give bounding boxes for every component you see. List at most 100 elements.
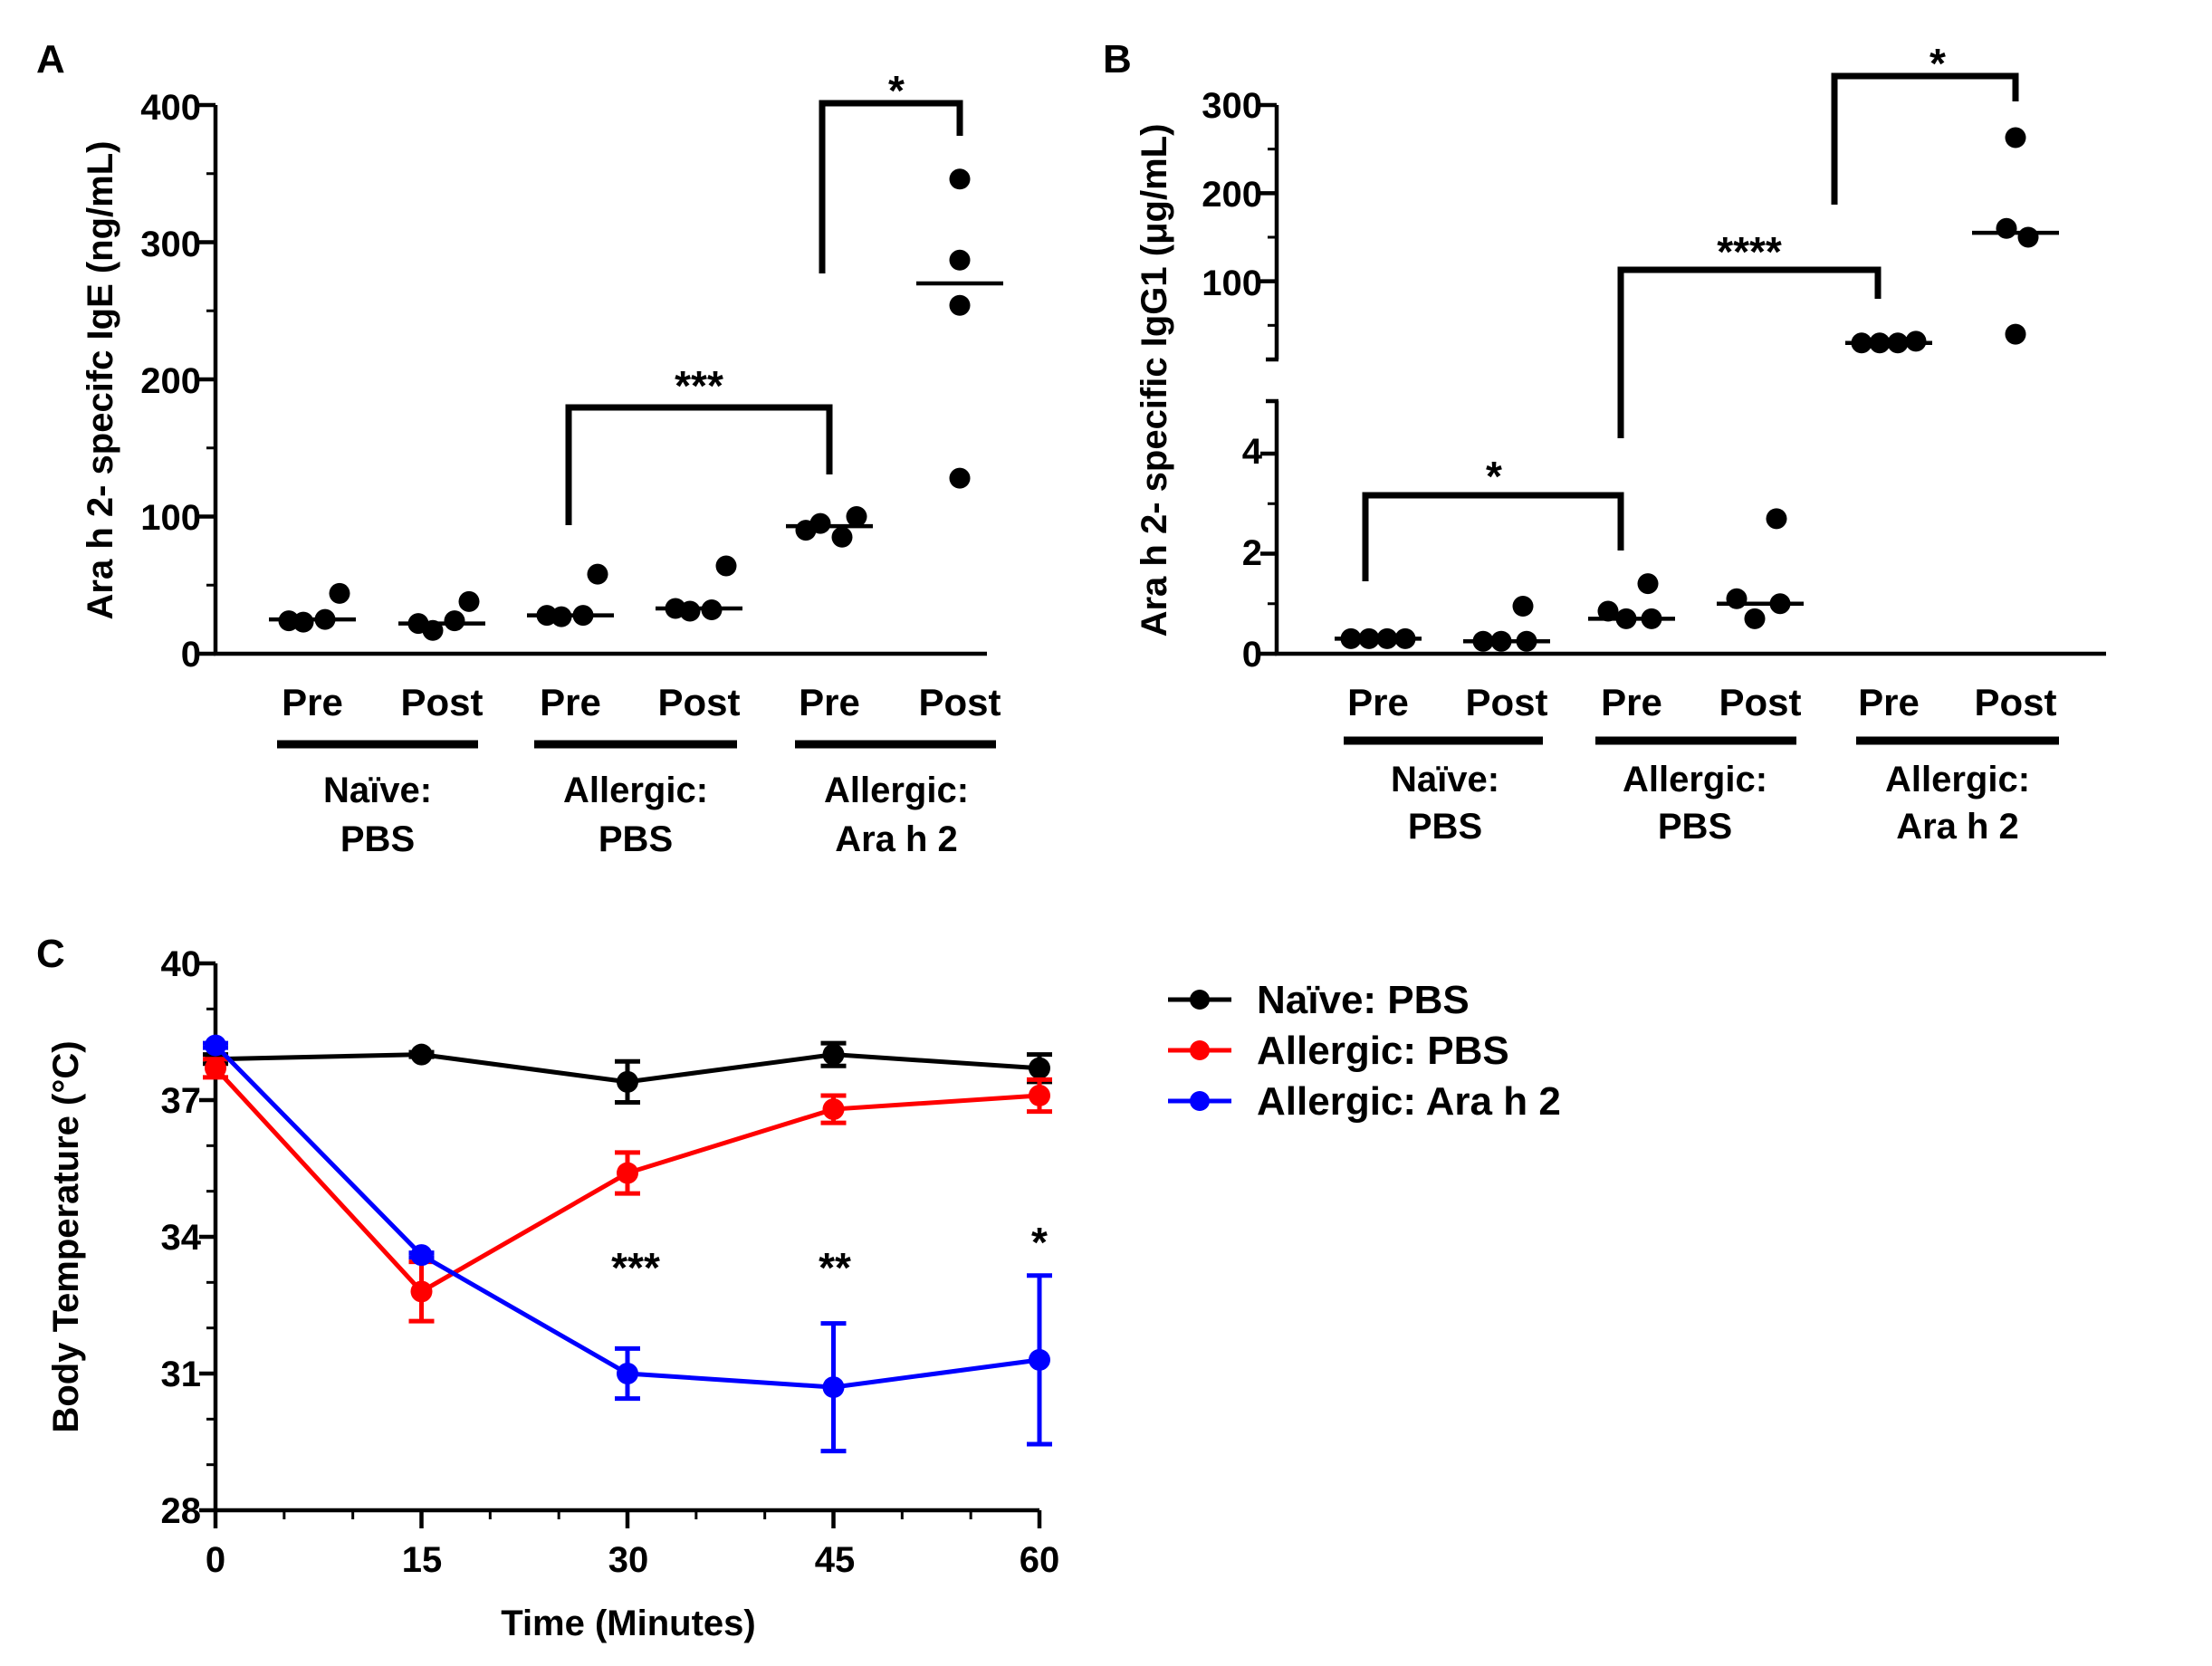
panel-a-cat-label: Pre (282, 681, 343, 723)
panel-b-ytick: 0 (1242, 635, 1262, 675)
panel-a-data-point (329, 582, 350, 604)
panel-b-data-point (1512, 596, 1534, 618)
panel-c-xtick: 60 (1020, 1540, 1060, 1580)
panel-c-y-label: Body Temperature (°C) (46, 1040, 86, 1432)
panel-c-data-point (617, 1162, 638, 1184)
panel-b-sig-bracket (1617, 266, 1882, 438)
panel-b-data-point (1490, 630, 1512, 652)
panel-b-data-point (2005, 323, 2026, 345)
panel-b-group-label: Ara h 2 (1896, 807, 2019, 847)
panel-a-data-point (679, 600, 701, 622)
panel-b-cat-label: Pre (1347, 681, 1409, 723)
panel-a-data-point (572, 605, 594, 627)
panel-b-cat-label: Pre (1601, 681, 1662, 723)
panel-a-data-point (587, 563, 608, 585)
panel-a-data-point (949, 294, 971, 316)
panel-c-ytick: 28 (161, 1491, 202, 1531)
panel-c-data-point (822, 1376, 845, 1399)
panel-a-data-point (551, 606, 572, 627)
panel-b-group-label: Naïve: (1391, 760, 1499, 799)
panel-a: A 0 100 200 300 400 Ara h 2- specifc IgE… (36, 37, 1003, 859)
panel-b-data-point (1766, 508, 1787, 530)
panel-b-sig-bracket (1362, 492, 1624, 581)
panel-b-data-point (2017, 226, 2039, 248)
legend-label: Allergic: PBS (1257, 1029, 1509, 1073)
panel-c-ytick: 34 (161, 1218, 202, 1258)
legend-label: Allergic: Ara h 2 (1257, 1079, 1561, 1124)
panel-b-data-point (1472, 630, 1494, 652)
panel-c-xtick: 45 (815, 1540, 856, 1580)
panel-b-ytick: 100 (1202, 263, 1262, 303)
panel-c-ytick: 31 (161, 1355, 202, 1394)
panel-c-data-point (1029, 1084, 1050, 1106)
panel-b-data-point (1726, 588, 1748, 609)
panel-a-data-point (846, 506, 867, 527)
panel-b-cat-label: Pre (1858, 681, 1920, 723)
panel-c-sig-label: ** (819, 1244, 851, 1291)
panel-a-data-point (949, 168, 971, 190)
panel-b-sig-label: **** (1717, 228, 1782, 275)
panel-b-y-label: Ara h 2- specific IgG1 (μg/mL) (1135, 124, 1174, 637)
panel-b-ytick: 2 (1242, 533, 1262, 573)
panel-b-ytick: 200 (1202, 175, 1262, 215)
panel-a-sig-bracket (819, 100, 963, 273)
panel-c-ytick: 37 (161, 1081, 202, 1121)
panel-b-data-point (1340, 627, 1362, 649)
panel-b-data-point (1905, 330, 1927, 352)
panel-a-sig-label: * (888, 67, 905, 114)
panel-b-sig-label: * (1486, 453, 1502, 500)
panel-c-letter: C (36, 932, 65, 976)
panel-a-group-label: PBS (340, 819, 415, 859)
panel-b-group-label: PBS (1658, 807, 1732, 847)
panel-b-sig-bracket (1831, 72, 2019, 205)
panel-a-data-point (949, 467, 971, 489)
panel-c-data-point (410, 1244, 433, 1267)
panel-c-ytick: 40 (161, 944, 202, 984)
panel-c-xtick: 30 (608, 1540, 649, 1580)
panel-a-group-label: Allergic: (563, 771, 708, 810)
panel-b-letter: B (1103, 37, 1132, 81)
panel-c: C 28 31 34 37 40 0 15 30 45 60 Time (Min… (36, 932, 1561, 1643)
panel-b-data-point (1394, 627, 1416, 649)
panel-a-group-label: PBS (598, 819, 673, 859)
panel-c-data-point (410, 1043, 433, 1066)
panel-a-group-label: Naïve: (323, 771, 432, 810)
panel-c-data-point (410, 1280, 433, 1303)
panel-a-group-label: Ara h 2 (835, 819, 958, 859)
panel-b-ytick: 4 (1242, 432, 1263, 472)
panel-b-cat-label: Post (1465, 681, 1547, 723)
panel-c-data-point (822, 1098, 845, 1121)
panel-c-xtick: 0 (206, 1540, 225, 1580)
panel-b-ytick: 300 (1202, 86, 1262, 126)
panel-a-ytick: 100 (140, 498, 201, 538)
panel-c-data-point (1029, 1057, 1050, 1079)
panel-a-letter: A (36, 37, 65, 81)
panel-b-data-point (1615, 608, 1637, 629)
panel-b-data-point (1376, 627, 1398, 649)
panel-c-data-point (205, 1057, 226, 1079)
panel-b-group-label: Allergic: (1885, 760, 2030, 799)
panel-b-group-label: PBS (1408, 807, 1482, 847)
panel-b-data-point (1597, 600, 1619, 622)
panel-b-sig-label: * (1930, 40, 1946, 87)
panel-c-xtick: 15 (402, 1540, 443, 1580)
panel-a-ytick: 200 (140, 361, 201, 401)
panel-b-data-point (1637, 573, 1659, 595)
panel-a-sig-label: *** (675, 362, 723, 409)
legend-marker (1190, 1091, 1210, 1111)
legend-marker (1190, 990, 1210, 1010)
panel-b-cat-label: Post (1719, 681, 1801, 723)
panel-a-cat-label: Post (657, 681, 740, 723)
panel-a-group-label: Allergic: (824, 771, 969, 810)
panel-b-data-point (1744, 608, 1766, 629)
panel-a-data-point (422, 619, 444, 641)
panel-c-data-point (617, 1070, 638, 1093)
panel-b-data-point (1516, 630, 1537, 652)
panel-c-sig-label: *** (611, 1244, 660, 1291)
panel-b-data-point (1641, 608, 1662, 629)
panel-a-cat-label: Pre (540, 681, 601, 723)
panel-a-sig-bracket (565, 404, 833, 525)
panel-b-data-point (1996, 217, 2017, 239)
panel-b-data-point (1769, 593, 1791, 615)
